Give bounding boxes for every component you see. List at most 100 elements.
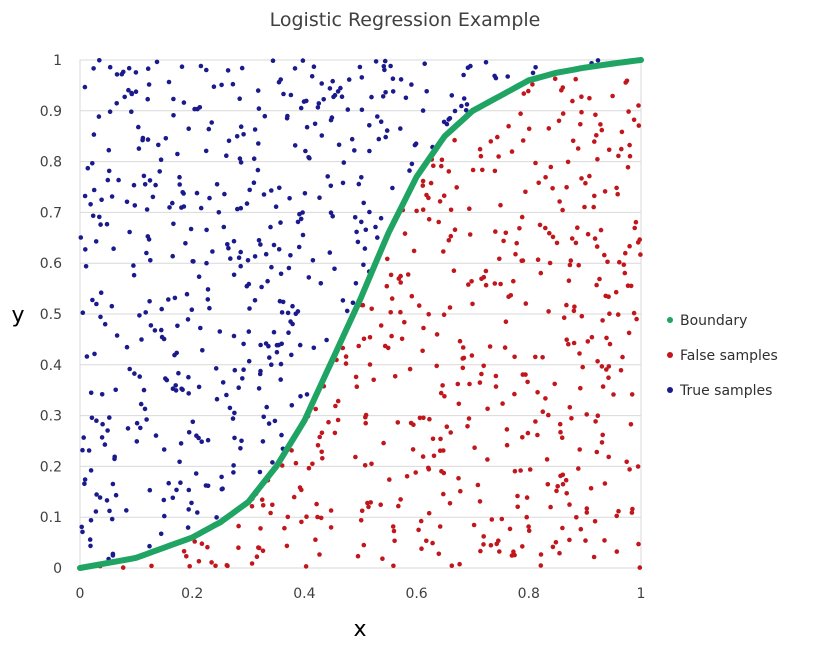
true-sample-point [382,58,388,64]
true-sample-point [278,271,284,277]
false-sample-point [592,519,598,524]
false-sample-point [604,367,609,372]
true-sample-point [136,124,141,130]
false-sample-point [181,549,187,554]
false-sample-point [636,103,641,108]
false-sample-point [580,364,585,370]
false-sample-point [199,541,205,546]
false-sample-point [584,412,589,417]
true-sample-point [104,498,110,503]
false-sample-point [578,526,584,532]
false-sample-point [449,563,455,568]
false-sample-point [478,153,484,159]
false-sample-point [557,199,562,204]
true-sample-point [278,361,284,367]
true-sample-point [247,306,252,311]
false-sample-point [481,274,487,280]
true-sample-point [105,177,111,183]
true-sample-point [205,297,211,302]
false-sample-point [594,133,599,138]
false-sample-point [385,256,390,262]
true-sample-point [177,182,182,187]
true-sample-point [276,342,281,348]
true-sample-point [132,371,137,376]
true-sample-point [281,91,286,97]
false-sample-point [469,353,475,358]
true-sample-point [335,89,341,94]
true-sample-point [140,135,146,141]
false-sample-point [546,412,551,418]
false-sample-point [448,207,454,213]
true-sample-point [183,241,188,246]
true-sample-point [196,384,202,390]
true-sample-point [328,183,334,189]
true-sample-point [131,263,136,268]
false-sample-point [518,111,523,116]
false-sample-point [441,249,446,254]
false-sample-point [623,250,628,256]
false-sample-point [557,550,562,556]
false-sample-point [196,559,202,564]
true-sample-point [114,72,120,77]
false-sample-point [428,180,434,186]
false-sample-point [533,419,538,424]
true-sample-point [170,200,175,206]
true-sample-point [292,66,298,71]
false-sample-point [446,169,452,174]
false-sample-point [550,186,555,191]
true-sample-point [156,142,161,148]
false-sample-point [343,361,349,366]
false-sample-point [616,153,621,159]
false-sample-point [236,523,241,529]
false-sample-point [605,259,610,265]
true-sample-point [153,182,158,188]
true-sample-point [255,167,261,173]
false-sample-point [504,442,510,448]
true-sample-point [390,185,395,191]
true-sample-point [312,121,318,127]
true-sample-point [148,258,153,263]
true-sample-point [127,229,132,235]
false-sample-point [567,405,573,410]
true-sample-point [286,265,292,271]
false-sample-point [560,481,566,487]
true-sample-point [97,214,102,220]
true-sample-point [221,224,227,230]
false-sample-point [511,278,516,284]
true-sample-point [228,256,233,261]
false-sample-point [402,319,407,325]
true-sample-point [277,298,283,304]
true-sample-point [231,238,237,244]
false-sample-point [418,518,424,524]
false-sample-point [410,447,416,452]
true-sample-point [167,205,172,210]
true-sample-point [82,84,88,90]
true-sample-point [252,254,258,259]
false-sample-point [573,76,578,82]
true-sample-point [171,113,176,118]
false-sample-point [320,456,325,461]
true-sample-point [214,515,219,520]
false-sample-point [593,112,598,118]
true-sample-point [153,433,159,438]
false-sample-point [550,544,556,550]
true-sample-point [166,480,171,486]
false-sample-point [569,236,575,241]
true-sample-point [106,147,112,153]
true-sample-point [533,65,538,70]
false-sample-point [437,199,443,204]
true-sample-point [85,165,91,171]
true-sample-point [266,343,271,349]
false-sample-point [380,556,385,561]
true-sample-point [315,105,321,110]
false-sample-point [546,126,552,131]
false-sample-point [600,432,605,438]
boundary-series [77,57,644,571]
false-sample-point [501,238,506,244]
true-sample-point [240,376,245,381]
true-sample-point [203,148,209,154]
false-sample-point [470,167,476,173]
false-sample-point [388,310,394,315]
false-sample-point [317,434,323,440]
true-sample-point [94,301,99,307]
